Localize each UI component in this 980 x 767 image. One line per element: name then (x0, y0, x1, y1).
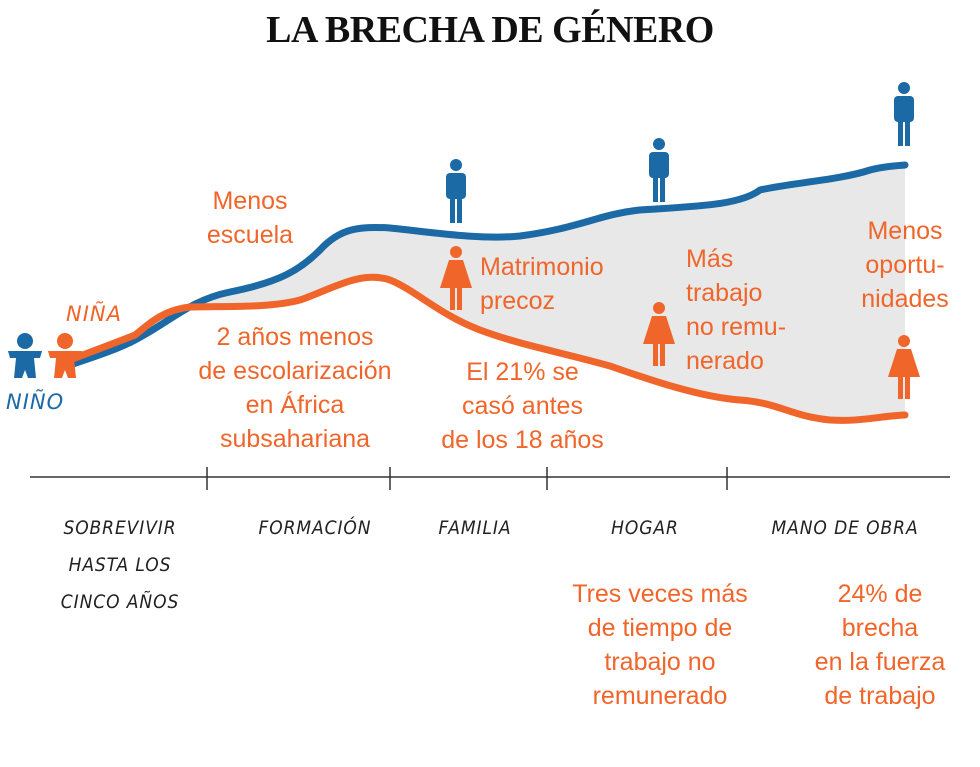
gap-area (70, 165, 905, 421)
baby-girl-icon (48, 333, 82, 378)
woman-icon (440, 246, 472, 310)
woman-icon (888, 335, 920, 399)
man-icon (446, 159, 466, 223)
annotation-married-before-18: El 21% se casó antes de los 18 años (441, 358, 604, 454)
girl-line (66, 273, 909, 424)
annotation-unpaid-work: Más trabajo no remu- nerado (686, 245, 787, 375)
annotation-schooling: 2 años menos de escolarización en África… (198, 323, 392, 453)
note-home: Tres veces más de tiempo de trabajo no r… (572, 580, 748, 710)
annotation-fewer-opportunities: Menos oportu- nidades (861, 217, 949, 313)
page-title: LA BRECHA DE GÉNERO (266, 9, 714, 51)
note-workforce: 24% de brecha en la fuerza de trabajo (814, 580, 946, 710)
boy-label: NIÑO (6, 390, 65, 414)
annotation-less-school: Menos escuela (206, 187, 294, 249)
timeline-axis (30, 467, 950, 490)
annotation-child-marriage: Matrimonio precoz (480, 253, 604, 315)
stage-home: HOGAR (611, 517, 679, 539)
girl-label: NIÑA (66, 302, 122, 326)
stage-survive: SOBREVIVIR HASTA LOS CINCO AÑOS (60, 517, 180, 613)
baby-boy-icon (8, 333, 42, 378)
stage-education: FORMACIÓN (258, 517, 372, 539)
man-icon (894, 82, 914, 146)
man-icon (649, 138, 669, 202)
stage-workforce: MANO DE OBRA (771, 517, 919, 539)
woman-icon (643, 302, 675, 366)
stage-family: FAMILIA (438, 517, 512, 539)
